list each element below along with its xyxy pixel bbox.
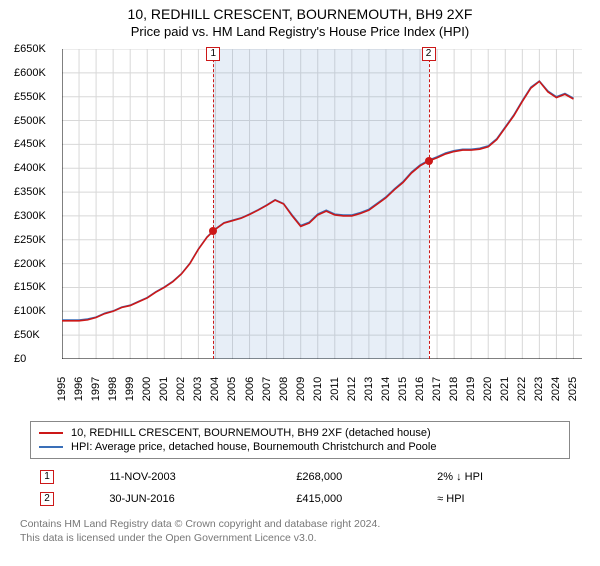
sale-date: 30-JUN-2016	[101, 489, 286, 509]
footer-attribution: Contains HM Land Registry data © Crown c…	[20, 517, 580, 545]
x-axis-label: 2019	[465, 377, 477, 401]
x-axis-label: 2018	[448, 377, 460, 401]
y-axis-label: £550K	[14, 91, 46, 103]
x-axis-label: 1999	[124, 377, 136, 401]
sale-vs-hpi: 2% ↓ HPI	[429, 467, 568, 487]
table-row: 1 11-NOV-2003 £268,000 2% ↓ HPI	[32, 467, 568, 487]
y-axis-label: £500K	[14, 115, 46, 127]
y-axis-label: £650K	[14, 43, 46, 55]
chart-subtitle: Price paid vs. HM Land Registry's House …	[0, 24, 600, 39]
y-axis-label: £100K	[14, 305, 46, 317]
x-axis-label: 2001	[158, 377, 170, 401]
legend-label-hpi: HPI: Average price, detached house, Bour…	[71, 441, 436, 453]
x-axis-label: 2009	[295, 377, 307, 401]
sale-date: 11-NOV-2003	[101, 467, 286, 487]
x-axis-label: 2007	[261, 377, 273, 401]
sales-table: 1 11-NOV-2003 £268,000 2% ↓ HPI 2 30-JUN…	[30, 465, 570, 511]
sale-index-box: 2	[40, 492, 54, 506]
chart-title-address: 10, REDHILL CRESCENT, BOURNEMOUTH, BH9 2…	[0, 6, 600, 22]
x-axis-label: 2008	[278, 377, 290, 401]
chart-legend: 10, REDHILL CRESCENT, BOURNEMOUTH, BH9 2…	[30, 421, 570, 459]
sale-marker-box: 2	[422, 47, 436, 61]
x-axis-label: 1995	[56, 377, 68, 401]
x-axis-label: 2020	[482, 377, 494, 401]
x-axis-label: 2010	[312, 377, 324, 401]
legend-item-hpi: HPI: Average price, detached house, Bour…	[39, 440, 561, 454]
footer-line1: Contains HM Land Registry data © Crown c…	[20, 517, 580, 531]
y-axis-label: £200K	[14, 258, 46, 270]
x-axis-label: 2022	[516, 377, 528, 401]
price-chart: 12 £0£50K£100K£150K£200K£250K£300K£350K£…	[10, 43, 590, 413]
legend-label-property: 10, REDHILL CRESCENT, BOURNEMOUTH, BH9 2…	[71, 427, 431, 439]
x-axis-label: 2003	[192, 377, 204, 401]
sale-price: £415,000	[288, 489, 427, 509]
sale-dot-icon	[425, 157, 433, 165]
x-axis-label: 2021	[499, 377, 511, 401]
sale-vs-hpi: ≈ HPI	[429, 489, 568, 509]
x-axis-label: 2025	[567, 377, 579, 401]
y-axis-label: £0	[14, 353, 26, 365]
x-axis-label: 1998	[107, 377, 119, 401]
x-axis-label: 1997	[90, 377, 102, 401]
sale-marker-box: 1	[206, 47, 220, 61]
y-axis-label: £250K	[14, 234, 46, 246]
series-property	[62, 81, 573, 320]
x-axis-label: 2011	[329, 377, 341, 401]
legend-item-property: 10, REDHILL CRESCENT, BOURNEMOUTH, BH9 2…	[39, 426, 561, 440]
x-axis-label: 2015	[397, 377, 409, 401]
x-axis-label: 2013	[363, 377, 375, 401]
plot-area: 12	[62, 49, 582, 359]
sale-price: £268,000	[288, 467, 427, 487]
y-axis-label: £50K	[14, 329, 40, 341]
table-row: 2 30-JUN-2016 £415,000 ≈ HPI	[32, 489, 568, 509]
x-axis-label: 2006	[244, 377, 256, 401]
y-axis-label: £150K	[14, 281, 46, 293]
sale-index-box: 1	[40, 470, 54, 484]
x-axis-label: 1996	[73, 377, 85, 401]
x-axis-label: 2002	[175, 377, 187, 401]
x-axis-label: 2016	[414, 377, 426, 401]
x-axis-label: 2005	[226, 377, 238, 401]
series-hpi	[62, 81, 573, 320]
x-axis-label: 2017	[431, 377, 443, 401]
footer-line2: This data is licensed under the Open Gov…	[20, 531, 580, 545]
x-axis-label: 2014	[380, 377, 392, 401]
x-axis-label: 2023	[533, 377, 545, 401]
y-axis-label: £350K	[14, 186, 46, 198]
sale-dot-icon	[209, 227, 217, 235]
y-axis-label: £300K	[14, 210, 46, 222]
x-axis-label: 2000	[141, 377, 153, 401]
x-axis-label: 2004	[209, 377, 221, 401]
y-axis-label: £400K	[14, 162, 46, 174]
legend-swatch-property	[39, 432, 63, 434]
legend-swatch-hpi	[39, 446, 63, 448]
y-axis-label: £450K	[14, 138, 46, 150]
x-axis-label: 2024	[550, 377, 562, 401]
x-axis-label: 2012	[346, 377, 358, 401]
y-axis-label: £600K	[14, 67, 46, 79]
